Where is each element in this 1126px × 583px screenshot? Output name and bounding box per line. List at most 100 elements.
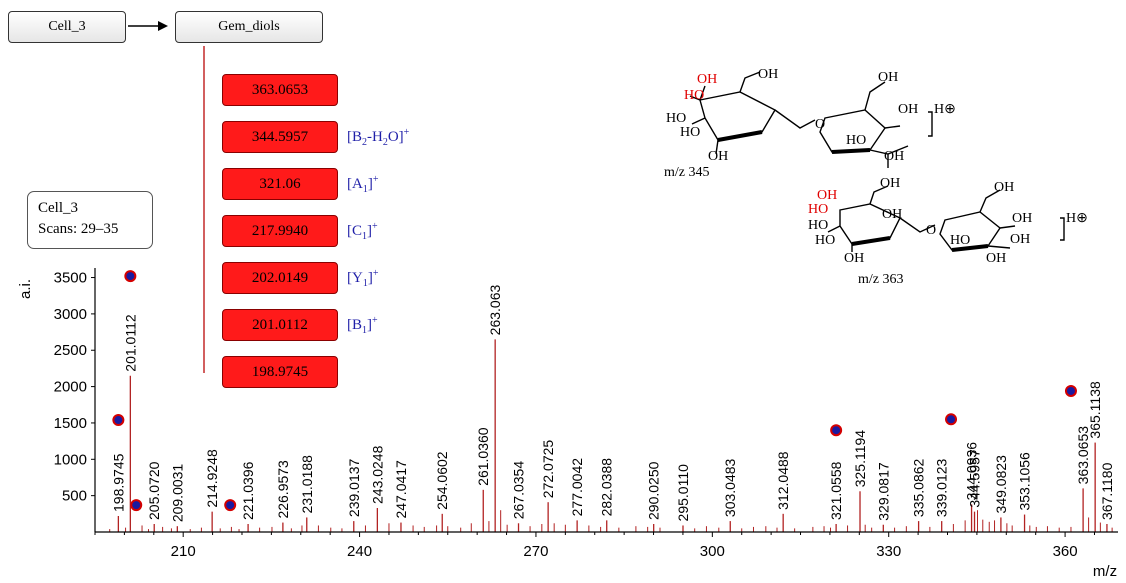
svg-text:OH: OH [878,70,898,85]
svg-text:OH: OH [898,102,918,117]
x-tick-label: 360 [1053,543,1078,560]
x-tick-label: 240 [347,543,372,560]
fragment-marker [124,270,137,283]
peak-label: 339.0123 [934,458,950,517]
y-tick-label: 2000 [54,379,87,396]
peak-label: 201.0112 [122,314,138,372]
structure-mz345-label: m/z 345 [664,165,710,180]
peak-label: 353.1056 [1017,452,1033,511]
fragment-annotation: [B2-H2O]+ [347,127,410,148]
fragment-box[interactable]: 363.0653 [222,74,338,106]
fragment-value: 344.5957 [251,128,309,145]
svg-text:HO: HO [684,88,704,103]
fragment-box[interactable]: 217.9940 [222,215,338,247]
minor-peaks [109,510,1113,532]
peak-label: 365.1138 [1087,381,1103,439]
peak-label: 205.0720 [146,461,162,520]
fragment-box[interactable]: 201.0112 [222,309,338,341]
svg-text:OH: OH [1010,232,1030,247]
svg-text:OH: OH [817,188,837,203]
y-tick-label: 1000 [54,451,87,468]
peak-labels: 198.9745 201.0112 205.0720 209.0031 214.9248… [110,285,1115,523]
peak-label: 329.0817 [875,462,891,521]
svg-text:O: O [926,223,936,238]
svg-text:HO: HO [815,233,835,248]
svg-text:OH: OH [1012,211,1032,226]
fragment-value: 363.0653 [251,81,309,98]
fragment-box[interactable]: 202.0149 [222,262,338,294]
peak-label: 243.0248 [369,445,385,504]
svg-text:OH: OH [708,149,728,164]
svg-text:OH: OH [844,251,864,266]
y-tick-label: 1500 [54,415,87,432]
peak-label: 214.9248 [204,449,220,508]
peak-label: 239.0137 [346,458,362,517]
y-axis-title: a.i. [17,279,34,299]
source-node-box[interactable]: Cell_3 [8,11,126,43]
svg-text:OH: OH [880,176,900,191]
y-tick-label: 3500 [54,270,87,287]
fragment-marker [1064,384,1077,397]
svg-text:HO: HO [808,202,828,217]
fragment-box[interactable]: 321.06 [222,168,338,200]
fragment-marker [112,414,125,427]
peak-label: 290.0250 [646,461,662,520]
peak-label: 282.0388 [599,458,615,517]
fragment-marker [130,499,143,512]
fragment-marker [945,413,958,426]
fragment-box[interactable]: 344.5957 [222,121,338,153]
scan-info-sample: Cell_3 [38,200,78,216]
fragment-value: 201.0112 [252,316,308,333]
structure-mz363-label: m/z 363 [858,272,904,287]
peak-label: 209.0031 [169,464,185,523]
svg-text:H⊕: H⊕ [934,102,956,117]
peak-label: 344.0936 [964,442,980,501]
svg-text:H⊕: H⊕ [1066,211,1088,226]
peak-label: 247.0417 [393,460,409,519]
fragment-box[interactable]: 198.9745 [222,356,338,388]
svg-text:OH: OH [986,251,1006,266]
svg-text:OH: OH [994,180,1014,195]
peak-label: 295.0110 [675,464,691,522]
peak-label: 226.9573 [275,460,291,519]
peak-label: 261.0360 [475,427,491,486]
svg-text:OH: OH [884,149,904,164]
peak-label: 254.0602 [434,451,450,510]
axes: 500 1000 1500 2000 2500 3000 3500 210 240 270 300 3… [54,268,1118,560]
fragment-marker [830,424,843,437]
scan-info-box: Cell_3 Scans: 29–35 [27,191,153,249]
svg-text:HO: HO [808,218,828,233]
y-tick-label: 3000 [54,306,87,323]
structure-mz345: HO OH HO HO OH OH O OH OH HO OH H⊕ [666,67,956,168]
target-node-box[interactable]: Gem_diols [175,11,323,43]
x-tick-label: 270 [523,543,548,560]
target-node-label: Gem_diols [218,19,280,34]
y-tick-label: 500 [62,488,87,505]
peak-label: 277.0042 [569,458,585,517]
peak-label: 367.1180 [1099,462,1115,520]
peak-label: 303.0483 [722,458,738,517]
fragment-value: 198.9745 [251,363,309,380]
peak-label: 325.1194 [852,430,868,488]
peak-label: 312.0488 [775,451,791,510]
peak-label: 363.0653 [1075,426,1091,485]
peak-label: 267.0354 [511,461,527,520]
y-tick-label: 2500 [54,342,87,359]
svg-text:OH: OH [758,67,778,82]
x-tick-label: 330 [876,543,901,560]
peak-label: 272.0725 [540,440,556,499]
fragment-annotation: [B1]+ [347,315,378,336]
source-node-label: Cell_3 [48,19,86,34]
fragment-value: 321.06 [259,175,301,192]
peak-label: 321.0558 [828,461,844,520]
workflow-arrow-head [158,21,168,31]
peak-label: 344.5957 [967,449,983,508]
fragment-annotation: [Y1]+ [347,268,379,289]
svg-text:HO: HO [666,111,686,126]
fragment-annotation: [A1]+ [347,174,379,195]
peak-label: 198.9745 [110,453,126,512]
svg-text:HO: HO [680,125,700,140]
x-tick-label: 300 [700,543,725,560]
fragment-value: 217.9940 [251,222,309,239]
fragment-annotation: [C1]+ [347,221,378,242]
